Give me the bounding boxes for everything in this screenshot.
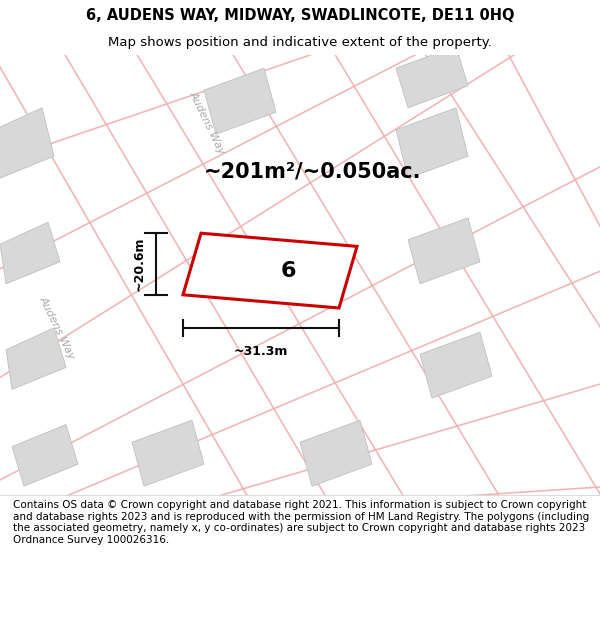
Polygon shape xyxy=(0,107,54,178)
Text: 6: 6 xyxy=(280,261,296,281)
Text: ~20.6m: ~20.6m xyxy=(132,237,145,291)
Polygon shape xyxy=(204,68,276,134)
Polygon shape xyxy=(396,107,468,178)
Polygon shape xyxy=(300,420,372,486)
Polygon shape xyxy=(420,332,492,398)
Text: ~201m²/~0.050ac.: ~201m²/~0.050ac. xyxy=(203,162,421,182)
Text: 6, AUDENS WAY, MIDWAY, SWADLINCOTE, DE11 0HQ: 6, AUDENS WAY, MIDWAY, SWADLINCOTE, DE11… xyxy=(86,8,514,23)
Polygon shape xyxy=(12,424,78,486)
Polygon shape xyxy=(408,217,480,284)
Text: Map shows position and indicative extent of the property.: Map shows position and indicative extent… xyxy=(108,36,492,49)
Text: Audens Way: Audens Way xyxy=(37,295,77,361)
Polygon shape xyxy=(183,233,357,308)
Polygon shape xyxy=(0,222,60,284)
Polygon shape xyxy=(396,46,468,108)
Text: Contains OS data © Crown copyright and database right 2021. This information is : Contains OS data © Crown copyright and d… xyxy=(13,500,589,545)
Text: Audens Way: Audens Way xyxy=(187,90,227,156)
Polygon shape xyxy=(6,328,66,389)
Polygon shape xyxy=(132,420,204,486)
Text: ~31.3m: ~31.3m xyxy=(234,344,288,357)
